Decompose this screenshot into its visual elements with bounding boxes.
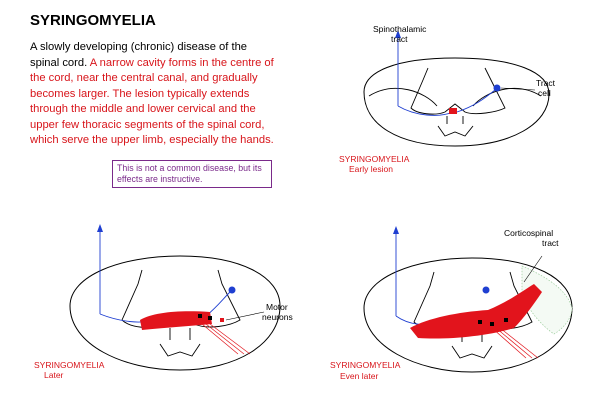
- description-detail: A narrow cavity forms in the centre of t…: [30, 56, 274, 147]
- label-tract-cell-2: cell: [538, 88, 551, 98]
- motor-axon: [205, 323, 245, 355]
- corticospinal-tract-region: [521, 265, 573, 335]
- corticospinal-pointer: [523, 255, 543, 283]
- spinothalamic-arrow-icon: [395, 30, 401, 38]
- motor-neuron-pointer: [225, 311, 265, 321]
- motor-neuron-dot: [220, 318, 224, 322]
- motor-neuron-dot: [490, 322, 494, 326]
- label-motor: Motor: [266, 302, 288, 312]
- label-corticospinal: Corticospinal: [504, 228, 553, 238]
- tract-cell-pointer: [500, 87, 536, 91]
- diagram-early-lesion: Spinothalamic tract Tract cell SYRINGOMY…: [339, 24, 556, 174]
- motor-axon: [495, 327, 533, 359]
- diagram-even-later: Corticospinal tract SYRINGOMYELIA Even l…: [330, 226, 573, 381]
- diagram-later: Motor neurons SYRINGOMYELIA Later: [34, 224, 293, 380]
- lesion-even-later: [410, 284, 542, 339]
- caption-early-stage: Early lesion: [349, 164, 393, 174]
- lateral-curve-right: [472, 88, 542, 107]
- motor-axon: [201, 323, 239, 355]
- motor-neuron-dot: [504, 318, 508, 322]
- lateral-curve-left: [368, 88, 438, 107]
- motor-neuron-dot: [198, 314, 202, 318]
- caption-even-later-title: SYRINGOMYELIA: [330, 360, 401, 370]
- label-motor-neurons: neurons: [262, 312, 293, 322]
- description-intro: A slowly developing (chronic) disease of…: [30, 41, 248, 69]
- caption-later-title: SYRINGOMYELIA: [34, 360, 105, 370]
- label-spinothalamic: Spinothalamic: [373, 24, 427, 34]
- tract-cell-dot: [228, 286, 236, 294]
- tract-cell-dot: [482, 286, 490, 294]
- label-corticospinal-tract: tract: [542, 238, 559, 248]
- lesion-early: [449, 108, 457, 114]
- note-box: This is not a common disease, but its ef…: [112, 160, 272, 188]
- spinothalamic-arrow-icon: [393, 226, 399, 234]
- caption-even-later-stage: Even later: [340, 371, 378, 381]
- spinal-cord-outline: [363, 57, 550, 147]
- motor-neuron-dot: [208, 316, 212, 320]
- motor-neuron-dot: [478, 320, 482, 324]
- motor-axon: [209, 323, 251, 355]
- label-spinothalamic-tract: tract: [391, 34, 408, 44]
- description: A slowly developing (chronic) disease of…: [30, 40, 275, 149]
- tract-cell-dot: [493, 84, 501, 92]
- gray-matter-outline: [410, 67, 506, 137]
- motor-axon: [491, 327, 527, 359]
- page-title: SYRINGOMYELIA: [30, 12, 156, 29]
- caption-early-title: SYRINGOMYELIA: [339, 154, 410, 164]
- caption-later-stage: Later: [44, 370, 64, 380]
- spinothalamic-arrow-icon: [97, 224, 103, 232]
- lesion-later: [140, 311, 212, 330]
- motor-axon: [499, 327, 539, 359]
- fiber-to-cell: [456, 89, 496, 113]
- label-tract-cell: Tract: [536, 78, 556, 88]
